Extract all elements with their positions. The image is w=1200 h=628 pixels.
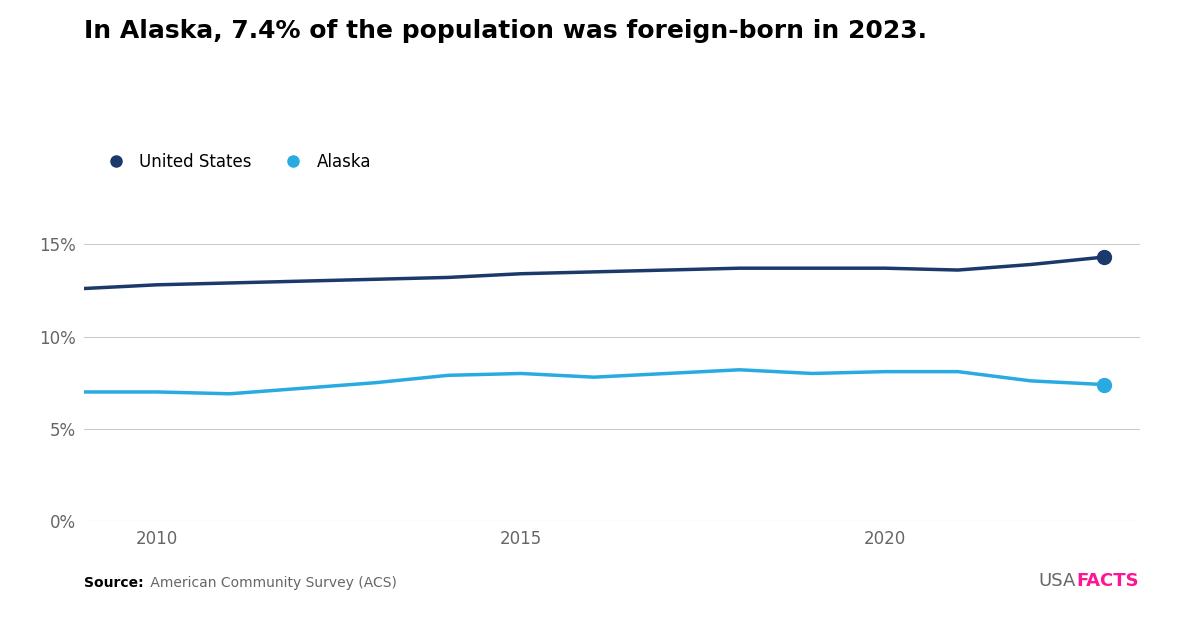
Legend: United States, Alaska: United States, Alaska <box>92 146 378 178</box>
Text: USA: USA <box>1038 572 1075 590</box>
Text: American Community Survey (ACS): American Community Survey (ACS) <box>146 577 397 590</box>
Text: In Alaska, 7.4% of the population was foreign-born in 2023.: In Alaska, 7.4% of the population was fo… <box>84 19 928 43</box>
Text: Source:: Source: <box>84 577 144 590</box>
Text: FACTS: FACTS <box>1076 572 1139 590</box>
